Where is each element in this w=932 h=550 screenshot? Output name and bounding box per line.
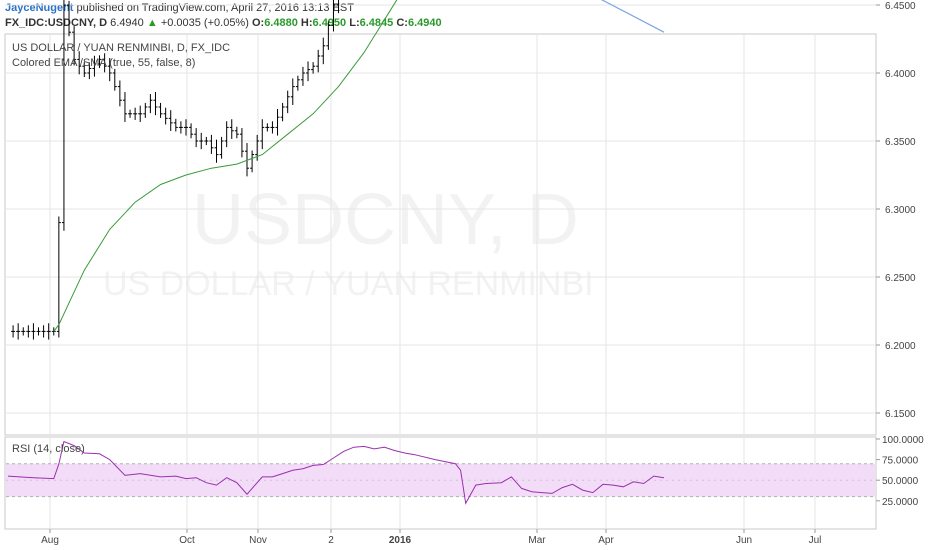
price-tick-label: 6.3500 [885, 137, 916, 148]
indicator-label[interactable]: Colored EMA /SMA (true, 55, false, 8) [12, 57, 196, 69]
time-tick-label: Apr [598, 535, 614, 546]
time-tick-label: 2 [328, 535, 334, 546]
time-tick-label: Jul [809, 535, 822, 546]
time-tick-label: Mar [528, 535, 546, 546]
rsi-line [7, 440, 665, 505]
time-tick-label: Oct [179, 535, 195, 546]
high-value: 6.4950 [312, 17, 347, 29]
open-label: O: [251, 17, 265, 29]
watermark-symbol: USDCNY, D [192, 180, 579, 260]
channel-lower-line [600, 0, 665, 33]
price-tick-label: 6.4500 [885, 1, 916, 12]
rsi-tick-label: 100.0000 [882, 435, 924, 446]
last-price: 6.4940 [110, 17, 144, 29]
symbol-label: FX_IDC:USDCNY, D [5, 17, 108, 29]
close-label: C: [396, 17, 408, 29]
time-tick-label: Nov [249, 535, 267, 546]
time-tick-label: Jun [736, 535, 752, 546]
rsi-tick-label: 50.0000 [882, 476, 919, 487]
open-value: 6.4880 [264, 17, 298, 29]
rsi-pane-border [4, 436, 877, 530]
price-tick-label: 6.1500 [885, 409, 916, 420]
quote-line: FX_IDC:USDCNY, D 6.4940 ▲ +0.0035 (+0.05… [5, 17, 442, 29]
up-arrow-icon: ▲ [146, 17, 158, 29]
time-tick-label: 2016 [389, 535, 412, 546]
pane-title: US DOLLAR / YUAN RENMINBI, D, FX_IDC [12, 42, 231, 54]
watermark-name: US DOLLAR / YUAN RENMINBI [103, 265, 594, 303]
rsi-label[interactable]: RSI (14, close) [12, 443, 85, 455]
ema-line [53, 0, 398, 332]
price-tick-label: 6.4000 [885, 69, 916, 80]
time-tick-label: Aug [41, 535, 59, 546]
high-label: H: [300, 17, 313, 29]
price-tick-label: 6.2000 [885, 341, 916, 352]
close-value: 6.4940 [407, 17, 442, 29]
low-label: L: [349, 17, 360, 29]
price-tick-label: 6.3000 [885, 205, 916, 216]
change-value: +0.0035 (+0.05%) [160, 17, 249, 29]
price-tick-label: 6.2500 [885, 273, 916, 284]
rsi-tick-label: 25.0000 [882, 497, 919, 508]
main-pane-border [4, 33, 877, 436]
rsi-tick-label: 75.0000 [882, 456, 919, 467]
